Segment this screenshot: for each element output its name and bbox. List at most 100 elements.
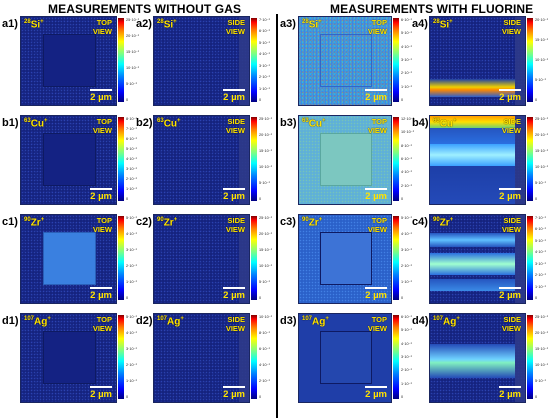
colorbar-tick-label: 20·10⁻¹ (259, 133, 272, 137)
colorbar-tick-label: 7·10⁻¹ (126, 127, 137, 131)
colorbar-b3 (393, 117, 399, 201)
colorbar-tick-label: 5·10⁻¹ (126, 82, 137, 86)
colorbar-tick-label: 0 (126, 197, 129, 201)
map-image-c2: 90Zr+ SIDE VIEW 2 µm (153, 214, 250, 304)
side-stripe (514, 17, 525, 105)
colorbar-tick-label: 2·10⁻¹ (259, 75, 270, 80)
ion-label: 28Si+ (24, 19, 44, 31)
colorbar-tick-label: 6·10⁻¹ (535, 227, 546, 232)
colorbar-tick-label: 15·10⁻¹ (535, 149, 548, 153)
colorbar-tick-label: 0 (535, 296, 538, 300)
ion-label: 28Si+ (302, 19, 322, 31)
map-image-d2: 107Ag+ SIDE VIEW 2 µm (153, 313, 250, 403)
colorbar-c1 (118, 216, 124, 300)
colorbar-tick-label: 8·10⁻¹ (259, 331, 270, 335)
ion-label: 63Cu+ (24, 118, 48, 130)
ion-label: 63Cu+ (157, 118, 181, 130)
scale-bar: 2 µm (90, 188, 112, 202)
colorbar-tick-label: 6·10⁻¹ (259, 347, 270, 351)
scale-bar: 2 µm (365, 89, 387, 103)
column-divider (276, 14, 278, 418)
panel-label: a4) (412, 18, 428, 30)
colorbar-tick-label: 4·10⁻¹ (126, 157, 137, 161)
colorbar-tick-label: 15·10⁻¹ (259, 248, 272, 252)
signal-band (430, 79, 515, 97)
colorbar-tick-label: 3·10⁻¹ (126, 248, 137, 252)
colorbar-tick-label: 10·10⁻¹ (401, 130, 414, 135)
colorbar-tick-label: 10·10⁻¹ (535, 363, 548, 367)
view-label: SIDE VIEW (225, 315, 245, 333)
colorbar-d4 (527, 315, 533, 399)
colorbar-tick-label: 10·10⁻¹ (259, 315, 272, 319)
colorbar-c2 (251, 216, 257, 300)
colorbar-tick-label: 7·10⁻¹ (535, 216, 546, 220)
colorbar-d1 (118, 315, 124, 399)
colorbar-tick-label: 3·10⁻¹ (126, 167, 137, 171)
map-image-d4: 107Ag+ SIDE VIEW 2 µm (429, 313, 526, 403)
side-stripe (514, 215, 525, 303)
colorbar-tick-label: 10·10⁻¹ (535, 58, 548, 62)
view-label: SIDE VIEW (225, 216, 245, 234)
signal-band (430, 279, 515, 291)
panel-label: b3) (280, 117, 297, 129)
side-stripe (238, 314, 249, 402)
colorbar-tick-label: 3·10⁻¹ (535, 261, 546, 266)
view-label: TOP VIEW (367, 216, 387, 234)
ion-label: 107Ag+ (157, 316, 184, 328)
colorbar-tick-label: 5·10⁻¹ (126, 315, 137, 319)
colorbar-ticks: 5·10⁻¹ 4·10⁻¹ 3·10⁻¹ 2·10⁻¹ 1·10⁻¹ 0 (126, 216, 146, 300)
scale-bar: 2 µm (223, 89, 245, 103)
ion-label: 107Ag+ (24, 316, 51, 328)
colorbar-tick-label: 1·10⁻¹ (535, 284, 546, 289)
scale-bar: 2 µm (90, 287, 112, 301)
colorbar-tick-label: 5·10⁻¹ (535, 181, 546, 185)
colorbar-tick-label: 2·10⁻¹ (126, 264, 137, 268)
colorbar-tick-label: 10·10⁻¹ (259, 264, 272, 268)
map-image-b2: 63Cu+ SIDE VIEW 2 µm (153, 115, 250, 205)
heading-without-gas: MEASUREMENTS WITHOUT GAS (48, 2, 242, 16)
colorbar-tick-label: 4·10⁻¹ (401, 170, 412, 175)
colorbar-tick-label: 25·10⁻¹ (535, 117, 548, 121)
map-image-d3: 107Ag+ TOP VIEW 2 µm (298, 313, 392, 403)
pattern-square (42, 330, 97, 384)
colorbar-tick-label: 4·10⁻¹ (259, 363, 270, 367)
view-label: SIDE VIEW (501, 315, 521, 333)
colorbar-tick-label: 10·10⁻¹ (535, 165, 548, 169)
colorbar-ticks: 8·10⁻¹ 7·10⁻¹ 6·10⁻¹ 5·10⁻¹ 4·10⁻¹ 3·10⁻¹ 2·10… (126, 117, 146, 201)
colorbar-tick-label: 15·10⁻¹ (126, 50, 139, 54)
colorbar-tick-label: 6·10⁻¹ (259, 29, 270, 34)
map-image-b4: 63Cu+ SIDE VIEW 2 µm (429, 115, 526, 205)
colorbar-ticks: 5·10⁻¹ 4·10⁻¹ 3·10⁻¹ 2·10⁻¹ 1·10⁻¹ 0 (401, 216, 421, 300)
colorbar-tick-label: 3·10⁻¹ (401, 355, 412, 359)
view-label: SIDE VIEW (225, 18, 245, 36)
scale-bar: 2 µm (365, 287, 387, 301)
signal-band (430, 128, 515, 144)
colorbar-tick-label: 6·10⁻¹ (401, 18, 412, 22)
colorbar-tick-label: 5·10⁻¹ (535, 238, 546, 243)
view-label: TOP VIEW (367, 315, 387, 333)
map-image-b3: 63Cu+ TOP VIEW 2 µm (298, 115, 392, 205)
panel-label: c3) (280, 216, 296, 228)
scale-bar: 2 µm (499, 386, 521, 400)
ion-label: 28Si+ (433, 19, 453, 31)
signal-band (430, 166, 515, 204)
pattern-square (320, 231, 372, 285)
pattern-square (42, 33, 97, 87)
colorbar-tick-label: 0 (401, 395, 404, 399)
panel-label: b4) (412, 117, 429, 129)
view-label: TOP VIEW (367, 18, 387, 36)
colorbar-tick-label: 4·10⁻¹ (401, 232, 412, 236)
colorbar-ticks: 6·10⁻¹ 5·10⁻¹ 4·10⁻¹ 3·10⁻¹ 2·10⁻¹ 1·10⁻¹ 0 (401, 315, 421, 399)
map-image-a3: 28Si+ TOP VIEW 2 µm (298, 16, 392, 106)
colorbar-ticks: 25·10⁻¹ 20·10⁻¹ 15·10⁻¹ 10·10⁻¹ 5·10⁻¹ 0 (259, 117, 279, 201)
map-image-d1: 107Ag+ TOP VIEW 2 µm (20, 313, 117, 403)
colorbar-tick-label: 3·10⁻¹ (259, 63, 270, 68)
colorbar-tick-label: 5·10⁻¹ (126, 147, 137, 151)
colorbar-ticks: 25·10⁻¹ 20·10⁻¹ 15·10⁻¹ 10·10⁻¹ 5·10⁻¹ 0 (535, 117, 550, 201)
ion-label: 90Zr+ (24, 217, 45, 229)
scale-bar: 2 µm (499, 188, 521, 202)
view-label: TOP VIEW (92, 315, 112, 333)
colorbar-tick-label: 2·10⁻¹ (401, 183, 412, 188)
panel-label: d1) (2, 315, 19, 327)
view-label: TOP VIEW (92, 18, 112, 36)
